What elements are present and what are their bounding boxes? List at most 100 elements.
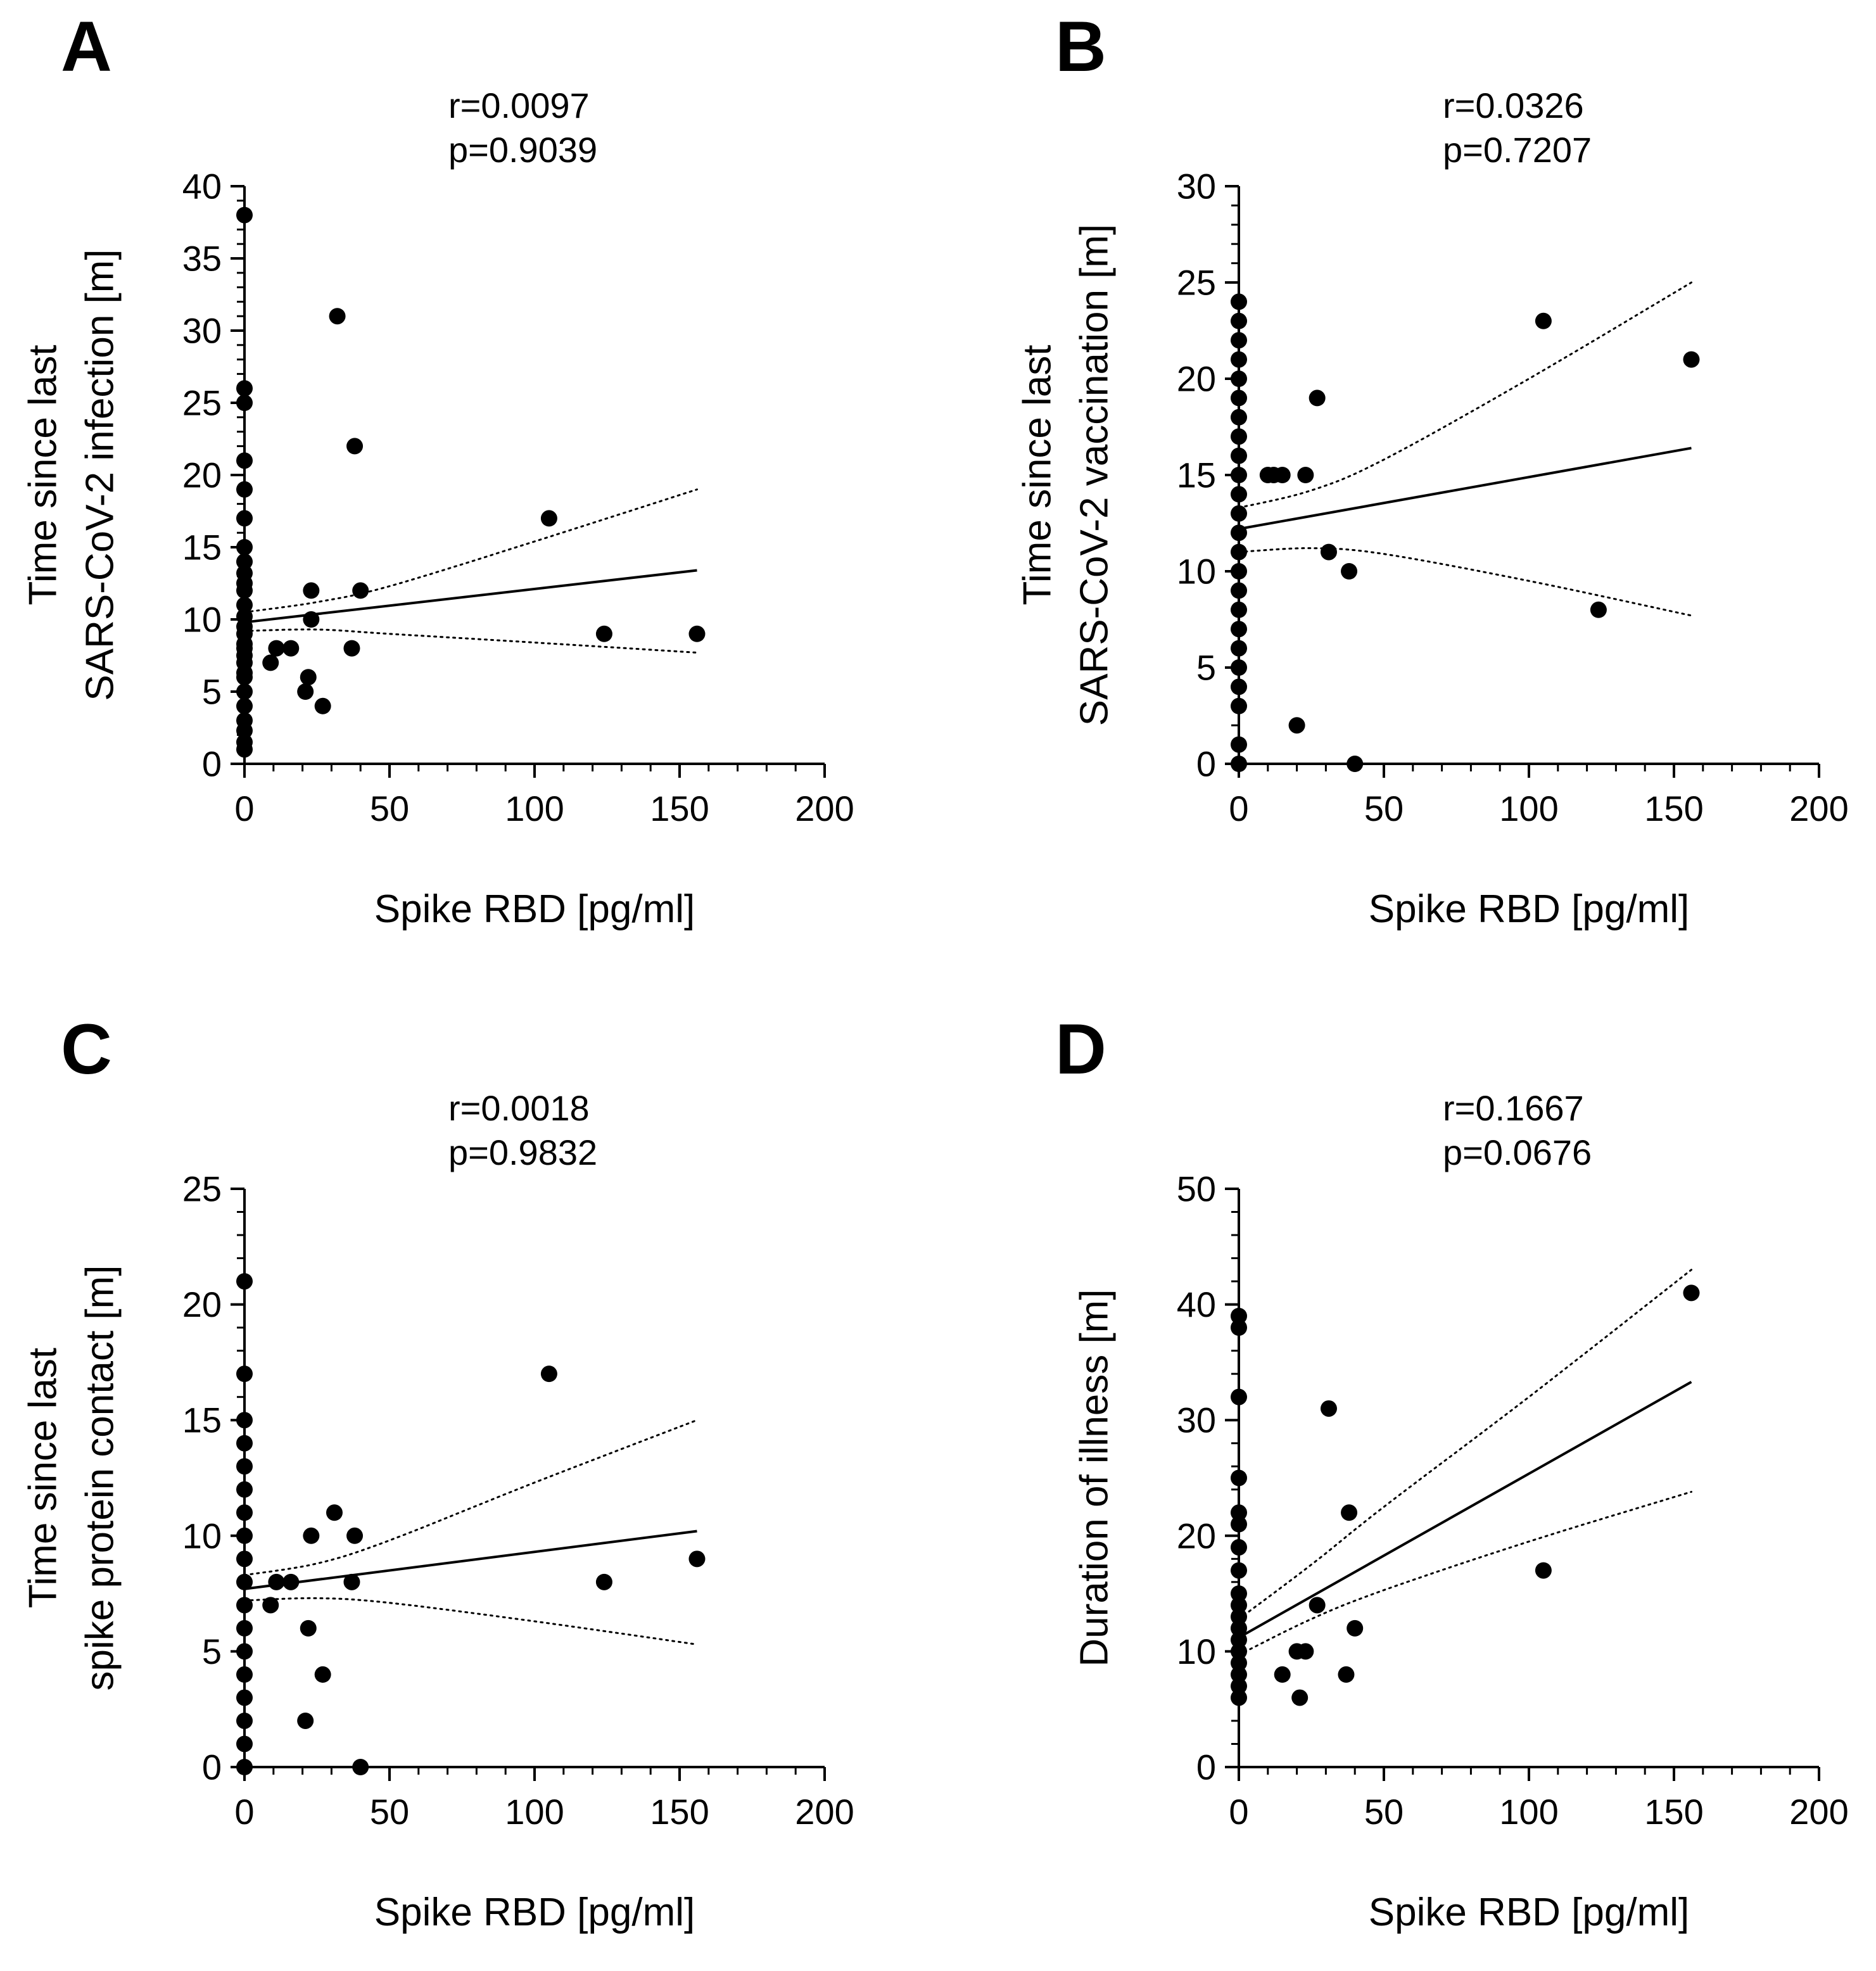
y-tick-label: 15 (182, 528, 222, 567)
y-tick-label: 25 (1177, 263, 1216, 303)
ci-upper-line (243, 488, 698, 614)
x-axis-title: Spike RBD [pg/ml] (1369, 887, 1690, 931)
data-point (1309, 390, 1326, 407)
data-point (1274, 1666, 1291, 1683)
data-point (1231, 524, 1247, 542)
data-point (1535, 312, 1552, 329)
y-axis-title-line2: SARS-CoV-2 infection [m] (79, 249, 122, 700)
data-point (1231, 467, 1247, 483)
y-axis-title-line1: Time since last (22, 345, 65, 605)
data-point (1231, 1585, 1247, 1602)
data-point (236, 1504, 253, 1521)
x-tick-label: 200 (1789, 1792, 1848, 1832)
data-point (1231, 371, 1247, 387)
plot-area: 0 5 10 15 20 25 0 50 100 150 200 (182, 1169, 854, 1832)
data-point (1231, 621, 1247, 638)
data-point (1274, 467, 1291, 483)
x-axis-title: Spike RBD [pg/ml] (1369, 1891, 1690, 1934)
data-point (268, 640, 285, 657)
data-point (1297, 1643, 1314, 1660)
data-point (1231, 736, 1247, 753)
data-point (236, 722, 253, 739)
data-point (236, 1689, 253, 1706)
x-tick-label: 0 (1229, 1792, 1248, 1832)
data-point (236, 553, 253, 570)
stat-r: r=0.0097 (448, 86, 590, 125)
data-point (1347, 1619, 1364, 1637)
x-tick-label: 50 (1364, 789, 1404, 828)
data-point (1683, 351, 1700, 368)
x-tick-label: 0 (1229, 789, 1248, 828)
data-point (1231, 1516, 1247, 1533)
data-point (1231, 1388, 1247, 1405)
data-point (1231, 1307, 1247, 1324)
x-tick-label: 150 (650, 1792, 709, 1832)
y-axis-title-line1: Time since last (1016, 345, 1060, 605)
data-point (1320, 1400, 1337, 1417)
y-tick-label: 5 (1196, 648, 1216, 688)
data-point (1231, 601, 1247, 618)
y-tick-label: 20 (182, 1284, 222, 1324)
data-point (268, 1573, 285, 1590)
data-point (300, 669, 317, 686)
data-point (236, 452, 253, 469)
regression-line (1238, 1381, 1692, 1639)
data-point (236, 1573, 253, 1590)
x-tick-label: 100 (1499, 789, 1558, 828)
x-tick-label: 200 (795, 789, 854, 828)
panel-a: A r=0.0097 p=0.9039 Spike RBD [pg/ml] Ti… (22, 7, 854, 931)
data-point (1347, 756, 1364, 772)
y-tick-label: 20 (1177, 1516, 1216, 1556)
plot-area: 0 10 20 30 40 50 0 50 100 150 200 (1177, 1169, 1849, 1832)
data-point (540, 1366, 557, 1383)
data-point (236, 510, 253, 527)
data-point (236, 597, 253, 614)
data-point (1231, 1319, 1247, 1336)
y-tick-label: 30 (182, 311, 222, 351)
y-tick-label: 0 (202, 1747, 222, 1787)
data-point (236, 1619, 253, 1637)
y-tick-label: 40 (182, 167, 222, 206)
ci-lower-line (243, 628, 698, 654)
ci-upper-line (1238, 1269, 1692, 1620)
data-point (1231, 1689, 1247, 1706)
data-point (1291, 1689, 1309, 1706)
panel-b: B r=0.0326 p=0.7207 Spike RBD [pg/ml] Ti… (1016, 7, 1849, 931)
data-point (262, 654, 279, 671)
x-tick-label: 150 (1644, 789, 1703, 828)
data-point (329, 308, 346, 325)
data-point (236, 1666, 253, 1683)
data-point (1231, 659, 1247, 676)
x-tick-label: 200 (1789, 789, 1848, 828)
panel-label: C (61, 1010, 112, 1089)
data-point (236, 1366, 253, 1383)
stat-r: r=0.0018 (448, 1088, 590, 1128)
data-point (1231, 409, 1247, 426)
x-axis-title: Spike RBD [pg/ml] (374, 887, 695, 931)
data-point (1231, 428, 1247, 445)
data-point (282, 1573, 300, 1590)
data-point (236, 697, 253, 714)
y-tick-label: 5 (202, 672, 222, 712)
data-point (595, 1573, 612, 1590)
data-point (1231, 1666, 1247, 1683)
data-point (282, 640, 300, 657)
data-point (1231, 1539, 1247, 1556)
data-point (236, 582, 253, 599)
x-tick-label: 150 (1644, 1792, 1703, 1832)
x-tick-label: 100 (505, 1792, 564, 1832)
regression-line (1238, 447, 1692, 531)
data-point (1231, 640, 1247, 657)
ci-lower-line (243, 1597, 698, 1645)
data-point (1231, 1678, 1247, 1695)
data-point (303, 611, 320, 628)
data-point (1231, 678, 1247, 695)
data-point (236, 1759, 253, 1775)
y-axis-title-line1: Duration of illness [m] (1073, 1289, 1117, 1666)
panel-c: C r=0.0018 p=0.9832 Spike RBD [pg/ml] Ti… (22, 1010, 854, 1934)
stat-p: p=0.9832 (448, 1132, 597, 1172)
data-point (326, 1504, 343, 1521)
y-tick-label: 20 (1177, 359, 1216, 399)
data-point (1590, 601, 1607, 618)
